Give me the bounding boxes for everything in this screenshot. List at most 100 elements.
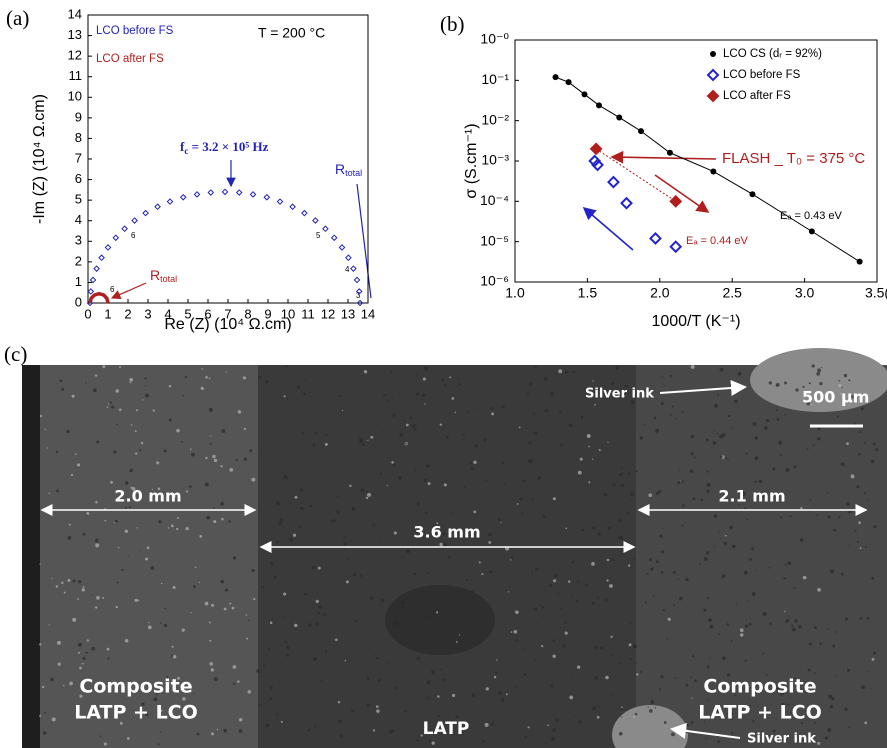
texture [727, 459, 729, 461]
texture [690, 364, 695, 369]
texture [594, 645, 598, 650]
texture [109, 401, 113, 404]
texture [734, 694, 737, 697]
texture [577, 580, 580, 583]
texture [209, 639, 212, 642]
texture [647, 706, 649, 708]
texture [391, 461, 394, 464]
texture [591, 602, 595, 605]
texture [148, 621, 150, 624]
texture [108, 403, 110, 405]
texture [653, 416, 657, 420]
texture [819, 381, 823, 386]
texture [374, 654, 377, 656]
texture [577, 470, 582, 475]
annotation-part: c [184, 146, 188, 156]
texture [107, 685, 110, 688]
texture [102, 596, 105, 599]
texture [285, 365, 288, 368]
texture [592, 526, 596, 530]
texture [626, 511, 630, 515]
texture [558, 369, 563, 374]
texture [168, 418, 172, 422]
texture [762, 652, 765, 655]
texture [151, 488, 154, 490]
texture [360, 488, 365, 493]
texture [362, 442, 365, 446]
texture [519, 497, 523, 502]
arrow [110, 282, 147, 300]
texture [124, 638, 129, 643]
texture [866, 498, 869, 500]
texture [690, 721, 694, 725]
texture [441, 610, 444, 613]
texture [119, 721, 123, 725]
texture [864, 721, 868, 725]
texture [55, 450, 59, 454]
texture [431, 741, 435, 745]
texture [369, 596, 374, 601]
texture [618, 731, 623, 736]
texture [111, 405, 115, 409]
texture [524, 735, 528, 739]
annotation: T = 200 °C [258, 25, 325, 41]
panel-label: (c) [4, 342, 27, 366]
texture [156, 461, 160, 465]
texture [78, 579, 82, 584]
texture [91, 646, 96, 651]
texture [703, 557, 708, 562]
texture [662, 609, 666, 612]
texture [858, 452, 861, 456]
texture [588, 481, 591, 484]
y-tick-label: 10 [68, 89, 82, 104]
texture [731, 732, 734, 735]
texture [46, 447, 49, 449]
texture [269, 697, 272, 700]
texture [347, 558, 349, 560]
texture [196, 732, 200, 736]
annotation-part: R [335, 161, 345, 177]
x-tick-label: 14 [361, 306, 375, 321]
texture [837, 415, 840, 418]
texture [300, 506, 304, 511]
texture [115, 605, 118, 609]
x-tick-label: 2.0 [650, 285, 670, 301]
texture [730, 639, 733, 643]
texture [221, 517, 224, 521]
texture [309, 391, 311, 393]
x-tick-label: 10 [281, 306, 295, 321]
texture [307, 728, 311, 732]
texture [343, 541, 347, 546]
texture [448, 555, 451, 559]
texture [693, 456, 696, 459]
texture [794, 587, 796, 590]
arrow [659, 380, 747, 396]
texture [403, 420, 405, 422]
texture [671, 405, 674, 408]
texture [288, 537, 293, 542]
x-tick-label: 5 [184, 306, 191, 321]
texture [424, 511, 428, 515]
texture [481, 739, 485, 743]
texture [870, 459, 875, 464]
texture [283, 475, 288, 479]
texture [557, 592, 560, 595]
texture [457, 527, 460, 530]
texture [658, 688, 661, 691]
annotation: Eₐ = 0.44 eV [686, 235, 749, 247]
texture [691, 655, 695, 658]
texture [185, 490, 189, 493]
texture [497, 518, 501, 522]
texture [500, 698, 505, 702]
texture [553, 573, 558, 578]
texture [784, 381, 787, 385]
texture [44, 711, 47, 714]
texture [751, 592, 756, 597]
texture [746, 518, 749, 521]
texture [325, 433, 328, 437]
texture [810, 403, 813, 406]
texture [172, 495, 176, 499]
point [154, 203, 161, 211]
legend-marker [710, 51, 716, 57]
texture [399, 433, 404, 437]
